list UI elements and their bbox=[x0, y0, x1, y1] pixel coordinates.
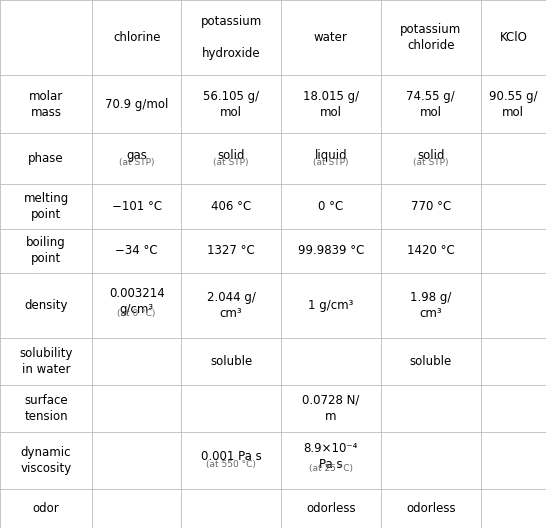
Text: soluble: soluble bbox=[210, 355, 252, 368]
Text: −34 °C: −34 °C bbox=[115, 244, 158, 257]
Text: −101 °C: −101 °C bbox=[111, 200, 162, 213]
Text: soluble: soluble bbox=[410, 355, 452, 368]
Text: solid: solid bbox=[217, 149, 245, 162]
Text: 1.98 g/
cm³: 1.98 g/ cm³ bbox=[410, 291, 452, 320]
Text: 2.044 g/
cm³: 2.044 g/ cm³ bbox=[207, 291, 256, 320]
Text: 56.105 g/
mol: 56.105 g/ mol bbox=[203, 90, 259, 119]
Text: potassium

hydroxide: potassium hydroxide bbox=[200, 15, 262, 60]
Text: gas: gas bbox=[126, 149, 147, 162]
Text: (at 550 °C): (at 550 °C) bbox=[206, 460, 256, 469]
Text: (at STP): (at STP) bbox=[313, 158, 349, 167]
Text: solubility
in water: solubility in water bbox=[19, 347, 73, 376]
Text: 8.9×10⁻⁴
Pa s: 8.9×10⁻⁴ Pa s bbox=[304, 442, 358, 472]
Text: (at STP): (at STP) bbox=[213, 158, 249, 167]
Text: water: water bbox=[314, 31, 348, 44]
Text: 74.55 g/
mol: 74.55 g/ mol bbox=[406, 90, 455, 119]
Text: 70.9 g/mol: 70.9 g/mol bbox=[105, 98, 168, 111]
Text: potassium
chloride: potassium chloride bbox=[400, 23, 461, 52]
Text: chlorine: chlorine bbox=[113, 31, 161, 44]
Text: (at STP): (at STP) bbox=[413, 158, 448, 167]
Text: 0.0728 N/
m: 0.0728 N/ m bbox=[302, 394, 360, 423]
Text: (at STP): (at STP) bbox=[119, 158, 155, 167]
Text: (at 25 °C): (at 25 °C) bbox=[309, 464, 353, 473]
Text: odorless: odorless bbox=[306, 502, 356, 515]
Text: molar
mass: molar mass bbox=[29, 90, 63, 119]
Text: odorless: odorless bbox=[406, 502, 455, 515]
Text: surface
tension: surface tension bbox=[24, 394, 68, 423]
Text: boiling
point: boiling point bbox=[26, 236, 66, 265]
Text: 1420 °C: 1420 °C bbox=[407, 244, 455, 257]
Text: melting
point: melting point bbox=[23, 192, 69, 221]
Text: dynamic
viscosity: dynamic viscosity bbox=[20, 446, 72, 475]
Text: 18.015 g/
mol: 18.015 g/ mol bbox=[303, 90, 359, 119]
Text: 0 °C: 0 °C bbox=[318, 200, 343, 213]
Text: (at 0 °C): (at 0 °C) bbox=[117, 309, 156, 318]
Text: 0.003214
g/cm³: 0.003214 g/cm³ bbox=[109, 287, 164, 316]
Text: 1327 °C: 1327 °C bbox=[207, 244, 255, 257]
Text: phase: phase bbox=[28, 153, 64, 165]
Text: 770 °C: 770 °C bbox=[411, 200, 451, 213]
Text: solid: solid bbox=[417, 149, 444, 162]
Text: density: density bbox=[24, 299, 68, 312]
Text: 1 g/cm³: 1 g/cm³ bbox=[308, 299, 354, 312]
Text: odor: odor bbox=[33, 502, 60, 515]
Text: 99.9839 °C: 99.9839 °C bbox=[298, 244, 364, 257]
Text: liquid: liquid bbox=[314, 149, 347, 162]
Text: KClO: KClO bbox=[500, 31, 527, 44]
Text: 0.001 Pa s: 0.001 Pa s bbox=[201, 450, 262, 464]
Text: 406 °C: 406 °C bbox=[211, 200, 251, 213]
Text: 90.55 g/
mol: 90.55 g/ mol bbox=[489, 90, 538, 119]
